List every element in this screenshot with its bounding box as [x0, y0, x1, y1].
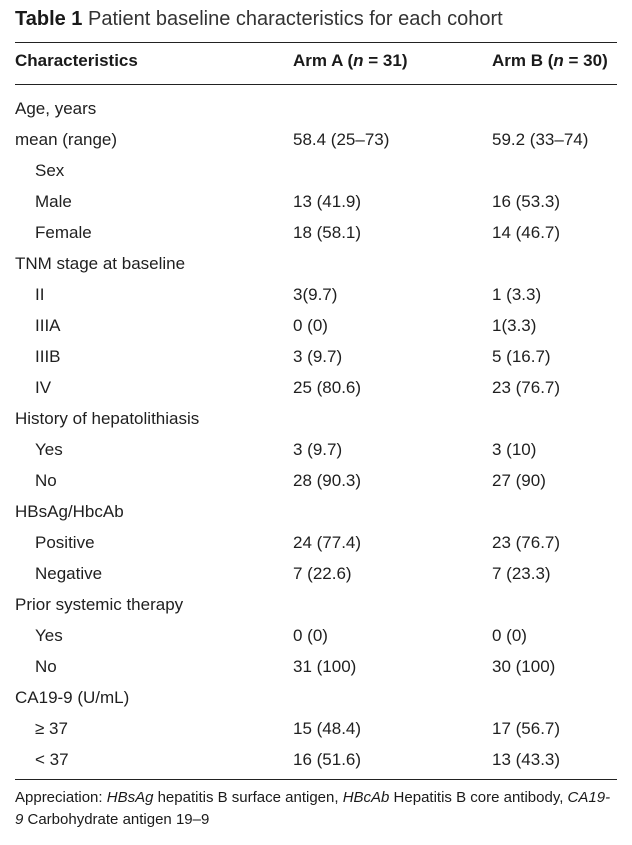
- arm-a-value: 58.4 (25–73): [293, 130, 390, 149]
- table-row: II 3(9.7) 1 (3.3): [0, 279, 632, 310]
- row-label: History of hepatolithiasis: [15, 409, 200, 428]
- table-row: Male 13 (41.9) 16 (53.3): [0, 186, 632, 217]
- arm-b-value: 3 (10): [492, 440, 537, 459]
- arm-b-value: 23 (76.7): [492, 533, 561, 552]
- footnote-def-hbcab: Hepatitis B core antibody,: [389, 789, 568, 806]
- table-label: Table 1: [15, 8, 83, 30]
- arm-b-value: 16 (53.3): [492, 192, 561, 211]
- table-row: Age, years: [0, 93, 632, 124]
- header-arm-b: Arm B (n = 30): [492, 50, 608, 72]
- arm-b-value: 1(3.3): [492, 316, 537, 335]
- row-label: No: [35, 657, 57, 676]
- header-arm-b-eq: = 30): [563, 51, 608, 70]
- table-row: Positive 24 (77.4) 23 (76.7): [0, 527, 632, 558]
- header-arm-a-eq: = 31): [363, 51, 408, 70]
- arm-b-value: 7 (23.3): [492, 564, 551, 583]
- table-body: Age, years mean (range) 58.4 (25–73) 59.2 (…: [0, 93, 632, 775]
- row-label: Positive: [35, 533, 95, 552]
- arm-b-value: 23 (76.7): [492, 378, 561, 397]
- arm-a-value: 3 (9.7): [293, 440, 343, 459]
- table-row: ≥ 37 15 (48.4) 17 (56.7): [0, 713, 632, 744]
- row-label: IIIB: [35, 347, 61, 366]
- arm-b-value: 1 (3.3): [492, 285, 542, 304]
- header-arm-a: Arm A (n = 31): [293, 50, 407, 72]
- row-label: II: [35, 285, 45, 304]
- header-characteristics: Characteristics: [15, 51, 138, 70]
- arm-a-value: 25 (80.6): [293, 378, 362, 397]
- row-label: TNM stage at baseline: [15, 254, 186, 273]
- arm-b-value: 14 (46.7): [492, 223, 561, 242]
- table-row: Negative 7 (22.6) 7 (23.3): [0, 558, 632, 589]
- row-label: Yes: [35, 440, 63, 459]
- arm-b-value: 59.2 (33–74): [492, 130, 589, 149]
- row-label: Negative: [35, 564, 103, 583]
- arm-a-value: 0 (0): [293, 626, 328, 645]
- footnote-prefix: Appreciation:: [15, 789, 107, 806]
- row-label: Prior systemic therapy: [15, 595, 184, 614]
- header-rule: [15, 84, 617, 85]
- row-label: < 37: [35, 750, 69, 769]
- row-label: mean (range): [15, 130, 118, 149]
- header-arm-b-name: Arm B (: [492, 51, 554, 70]
- arm-b-value: 27 (90): [492, 471, 546, 490]
- header-arm-a-name: Arm A (: [293, 51, 354, 70]
- arm-a-value: 3(9.7): [293, 285, 338, 304]
- footnote-abbr-hbcab: HBcAb: [342, 789, 390, 806]
- table-row: IV 25 (80.6) 23 (76.7): [0, 372, 632, 403]
- arm-a-value: 31 (100): [293, 657, 357, 676]
- arm-a-value: 28 (90.3): [293, 471, 362, 490]
- top-rule: [15, 42, 617, 43]
- row-label: IIIA: [35, 316, 61, 335]
- table-row: Female 18 (58.1) 14 (46.7): [0, 217, 632, 248]
- table-row: Prior systemic therapy: [0, 589, 632, 620]
- row-label: Age, years: [15, 99, 97, 118]
- row-label: ≥ 37: [35, 719, 68, 738]
- footnote-def-hbsag: hepatitis B surface antigen,: [153, 789, 343, 806]
- arm-a-value: 16 (51.6): [293, 750, 362, 769]
- row-label: Yes: [35, 626, 63, 645]
- arm-b-value: 17 (56.7): [492, 719, 561, 738]
- header-arm-a-n: n: [353, 51, 364, 70]
- row-label: Female: [35, 223, 92, 242]
- table-row: HBsAg/HbcAb: [0, 496, 632, 527]
- arm-a-value: 7 (22.6): [293, 564, 352, 583]
- table-row: Yes 3 (9.7) 3 (10): [0, 434, 632, 465]
- table-row: Yes 0 (0) 0 (0): [0, 620, 632, 651]
- table-caption: Table 1 Patient baseline characteristics…: [15, 6, 503, 32]
- footnote-abbr-hbsag: HBsAg: [106, 789, 154, 806]
- table-row: Sex: [0, 155, 632, 186]
- arm-a-value: 0 (0): [293, 316, 328, 335]
- row-label: HBsAg/HbcAb: [15, 502, 124, 521]
- arm-b-value: 0 (0): [492, 626, 527, 645]
- header-arm-b-n: n: [553, 51, 564, 70]
- row-label: No: [35, 471, 57, 490]
- arm-a-value: 24 (77.4): [293, 533, 362, 552]
- table-row: IIIA 0 (0) 1(3.3): [0, 310, 632, 341]
- arm-b-value: 5 (16.7): [492, 347, 551, 366]
- arm-a-value: 13 (41.9): [293, 192, 362, 211]
- arm-a-value: 18 (58.1): [293, 223, 362, 242]
- arm-a-value: 15 (48.4): [293, 719, 362, 738]
- row-label: CA19-9 (U/mL): [15, 688, 130, 707]
- table-row: IIIB 3 (9.7) 5 (16.7): [0, 341, 632, 372]
- table-row: History of hepatolithiasis: [0, 403, 632, 434]
- table-row: TNM stage at baseline: [0, 248, 632, 279]
- row-label: Sex: [35, 161, 65, 180]
- table-row: < 37 16 (51.6) 13 (43.3): [0, 744, 632, 775]
- arm-b-value: 13 (43.3): [492, 750, 561, 769]
- bottom-rule: [15, 779, 617, 780]
- table-row: No 31 (100) 30 (100): [0, 651, 632, 682]
- arm-b-value: 30 (100): [492, 657, 556, 676]
- footnote-def-ca199: Carbohydrate antigen 19–9: [23, 811, 210, 828]
- table-footnote: Appreciation: HBsAg hepatitis B surface …: [15, 787, 615, 831]
- row-label: Male: [35, 192, 72, 211]
- footnote-abbr-ca199: CA19-9: [15, 789, 611, 828]
- table-row: mean (range) 58.4 (25–73) 59.2 (33–74): [0, 124, 632, 155]
- arm-a-value: 3 (9.7): [293, 347, 343, 366]
- table-row: No 28 (90.3) 27 (90): [0, 465, 632, 496]
- row-label: IV: [35, 378, 52, 397]
- table-row: CA19-9 (U/mL): [0, 682, 632, 713]
- table-title: Patient baseline characteristics for eac…: [88, 8, 503, 30]
